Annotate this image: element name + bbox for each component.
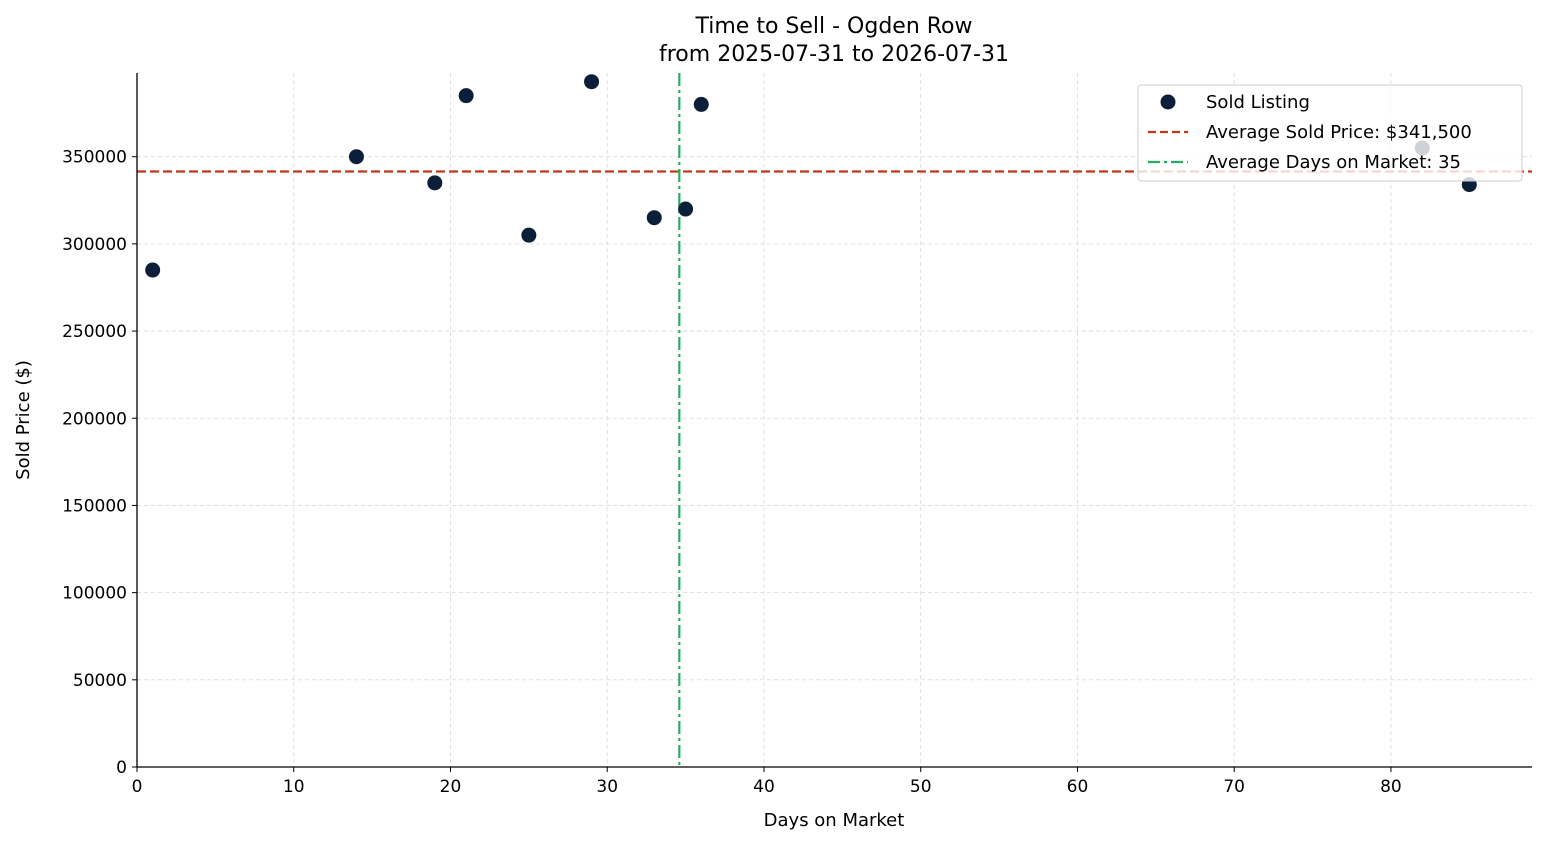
y-tick-label: 50000 bbox=[73, 671, 127, 691]
y-tick-label: 250000 bbox=[62, 322, 127, 342]
x-axis-label: Days on Market bbox=[764, 810, 905, 831]
y-tick-label: 350000 bbox=[62, 148, 127, 168]
y-tick-label: 0 bbox=[116, 758, 127, 778]
x-tick-label: 20 bbox=[440, 777, 462, 797]
x-tick-label: 50 bbox=[910, 777, 932, 797]
tick-labels: 0 10 20 30 40 50 60 70 80 0 50000 100000 150000 20000… bbox=[62, 148, 1402, 797]
y-axis-label: Sold Price ($) bbox=[13, 360, 34, 480]
data-point bbox=[678, 201, 694, 217]
data-point bbox=[427, 175, 443, 191]
chart-title: Time to Sell - Ogden Row bbox=[694, 14, 972, 39]
data-point bbox=[693, 96, 709, 112]
legend-label-avg-days: Average Days on Market: 35 bbox=[1206, 152, 1461, 173]
y-tick-label: 150000 bbox=[62, 496, 127, 516]
data-point bbox=[458, 88, 474, 104]
data-point bbox=[521, 227, 537, 243]
legend-label-sold-listing: Sold Listing bbox=[1206, 92, 1310, 113]
legend-marker-sold-listing bbox=[1160, 94, 1176, 110]
y-tick-label: 200000 bbox=[62, 409, 127, 429]
legend-label-avg-price: Average Sold Price: $341,500 bbox=[1206, 122, 1472, 143]
legend-box bbox=[1137, 84, 1523, 182]
legend: Sold Listing Average Sold Price: $341,50… bbox=[1137, 84, 1523, 182]
x-tick-label: 80 bbox=[1380, 777, 1402, 797]
x-tick-label: 60 bbox=[1067, 777, 1089, 797]
x-tick-label: 40 bbox=[753, 777, 775, 797]
chart-subtitle: from 2025-07-31 to 2026-07-31 bbox=[659, 42, 1009, 67]
x-tick-label: 0 bbox=[132, 777, 143, 797]
x-tick-label: 10 bbox=[283, 777, 305, 797]
data-point bbox=[584, 74, 600, 90]
data-point bbox=[646, 210, 662, 226]
data-point bbox=[348, 149, 364, 165]
x-tick-label: 30 bbox=[596, 777, 618, 797]
x-tick-label: 70 bbox=[1223, 777, 1245, 797]
y-tick-label: 100000 bbox=[62, 584, 127, 604]
y-tick-label: 300000 bbox=[62, 235, 127, 255]
data-point bbox=[145, 262, 161, 278]
axes bbox=[132, 73, 1532, 772]
